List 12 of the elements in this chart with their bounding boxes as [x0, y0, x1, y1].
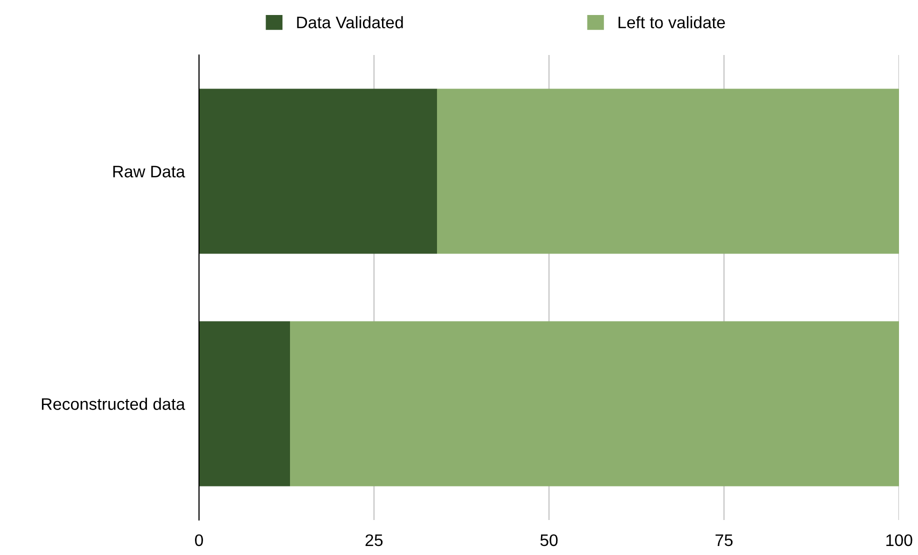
legend-label: Data Validated — [297, 16, 403, 28]
x-tick-label: 0 — [195, 534, 203, 546]
y-tick-label: Raw Data — [113, 166, 186, 178]
bar — [437, 88, 899, 254]
bar — [199, 321, 290, 486]
x-tick-label: 100 — [886, 534, 912, 546]
bar — [199, 88, 437, 254]
y-tick-label: Reconstructed data — [42, 398, 186, 410]
legend-label: Left to validate — [618, 16, 725, 28]
x-tick-label: 75 — [716, 534, 733, 546]
x-tick-label: 50 — [540, 534, 558, 546]
x-tick-label: 25 — [366, 534, 383, 546]
